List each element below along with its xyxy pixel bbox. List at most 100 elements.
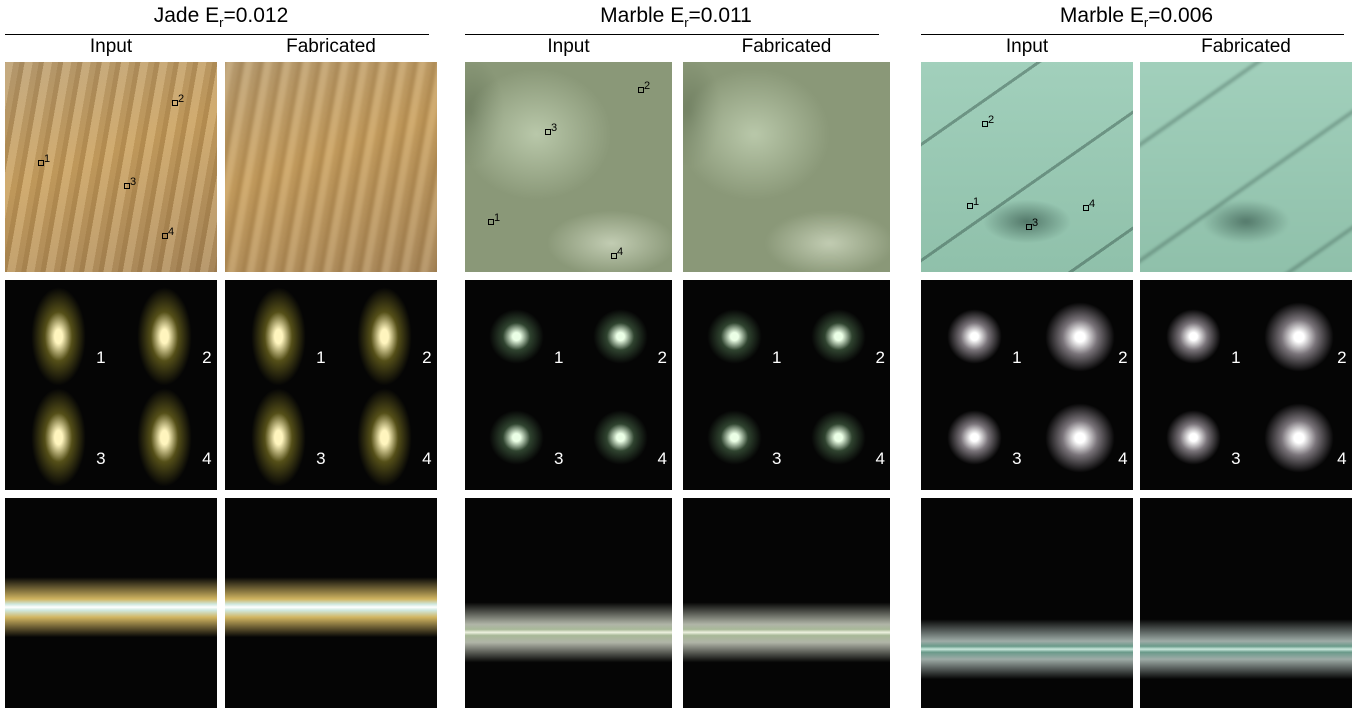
spot-label: 1 <box>96 348 105 368</box>
spot <box>251 388 306 487</box>
spot-image: 1 2 3 4 <box>225 280 437 490</box>
spot <box>811 309 866 364</box>
rule <box>465 34 879 35</box>
spot-label: 4 <box>658 449 667 469</box>
spot-label: 1 <box>316 348 325 368</box>
spot-label: 2 <box>422 348 431 368</box>
texture-image: 1 2 3 4 <box>921 62 1133 272</box>
group-title: Marble Er=0.006 <box>921 4 1352 30</box>
marker: 1 <box>44 153 50 165</box>
spot <box>1166 410 1221 465</box>
marker: 2 <box>644 80 650 92</box>
spot <box>31 287 86 386</box>
group-title: Marble Er=0.011 <box>465 4 887 30</box>
marker: 1 <box>973 196 979 208</box>
spot <box>1264 403 1334 473</box>
line-image <box>921 498 1133 708</box>
texture-image <box>683 62 890 272</box>
spot-image: 1 2 3 4 <box>465 280 672 490</box>
spot-label: 3 <box>1012 449 1021 469</box>
line-image <box>1140 498 1352 708</box>
texture-image <box>225 62 437 272</box>
marker: 4 <box>617 246 623 258</box>
texture-image: 1234 <box>465 62 672 272</box>
texture <box>465 62 672 272</box>
spot-label: 2 <box>202 348 211 368</box>
material: Marble E <box>600 4 684 27</box>
texture-image <box>1140 62 1352 272</box>
spot-label: 3 <box>316 449 325 469</box>
spot-label: 2 <box>1118 348 1127 368</box>
spot <box>489 309 544 364</box>
rule <box>921 34 1344 35</box>
marker: 3 <box>551 122 557 134</box>
spot-label: 2 <box>1337 348 1346 368</box>
spot-label: 3 <box>96 449 105 469</box>
spot <box>593 309 648 364</box>
figure: Jade Er=0.012 Input 1 2 3 4 1 2 3 4 Fabricated 1 2 3 4… <box>0 0 1352 709</box>
spot <box>1045 302 1115 372</box>
spot-label: 2 <box>876 348 885 368</box>
texture <box>225 62 437 272</box>
spot-label: 1 <box>554 348 563 368</box>
spot-image: 1 2 3 4 <box>683 280 890 490</box>
marker: 3 <box>1032 217 1038 229</box>
spot-label: 1 <box>1012 348 1021 368</box>
spot-label: 4 <box>1337 449 1346 469</box>
spot-label: 3 <box>1231 449 1240 469</box>
column-header: Fabricated <box>225 36 437 58</box>
texture <box>683 62 890 272</box>
spot <box>357 287 412 386</box>
spot-label: 1 <box>772 348 781 368</box>
spot-label: 4 <box>876 449 885 469</box>
marker: 4 <box>1089 198 1095 210</box>
spot <box>1264 302 1334 372</box>
line-image <box>5 498 217 708</box>
spot-image: 1 2 3 4 <box>5 280 217 490</box>
spot-label: 4 <box>1118 449 1127 469</box>
spot <box>137 388 192 487</box>
spot-image: 1 2 3 4 <box>1140 280 1352 490</box>
spot <box>489 410 544 465</box>
column-header: Fabricated <box>683 36 890 58</box>
marker: 3 <box>130 176 136 188</box>
line-image <box>465 498 672 708</box>
spot <box>251 287 306 386</box>
spot <box>707 309 762 364</box>
spot-label: 3 <box>772 449 781 469</box>
spot-label: 4 <box>202 449 211 469</box>
marker: 2 <box>178 93 184 105</box>
spot <box>357 388 412 487</box>
line-image <box>225 498 437 708</box>
spot <box>947 410 1002 465</box>
spot <box>137 287 192 386</box>
spot <box>593 410 648 465</box>
spot-label: 3 <box>554 449 563 469</box>
marker: 2 <box>988 114 994 126</box>
error: =0.012 <box>223 4 288 27</box>
column-header: Input <box>921 36 1133 58</box>
spot <box>1166 309 1221 364</box>
column-header: Input <box>465 36 672 58</box>
line-image <box>683 498 890 708</box>
error: =0.011 <box>689 4 752 27</box>
column-header: Fabricated <box>1140 36 1352 58</box>
material: Marble E <box>1060 4 1144 27</box>
error: =0.006 <box>1148 4 1213 27</box>
texture <box>921 62 1133 272</box>
spot <box>1045 403 1115 473</box>
spot <box>707 410 762 465</box>
rule <box>5 34 429 35</box>
material: Jade E <box>154 4 219 27</box>
texture <box>5 62 217 272</box>
spot-label: 4 <box>422 449 431 469</box>
spot <box>947 309 1002 364</box>
spot-label: 2 <box>658 348 667 368</box>
spot <box>811 410 866 465</box>
spot-image: 1 2 3 4 <box>921 280 1133 490</box>
spot-label: 1 <box>1231 348 1240 368</box>
texture <box>1140 62 1352 272</box>
group-title: Jade Er=0.012 <box>5 4 437 30</box>
column-header: Input <box>5 36 217 58</box>
